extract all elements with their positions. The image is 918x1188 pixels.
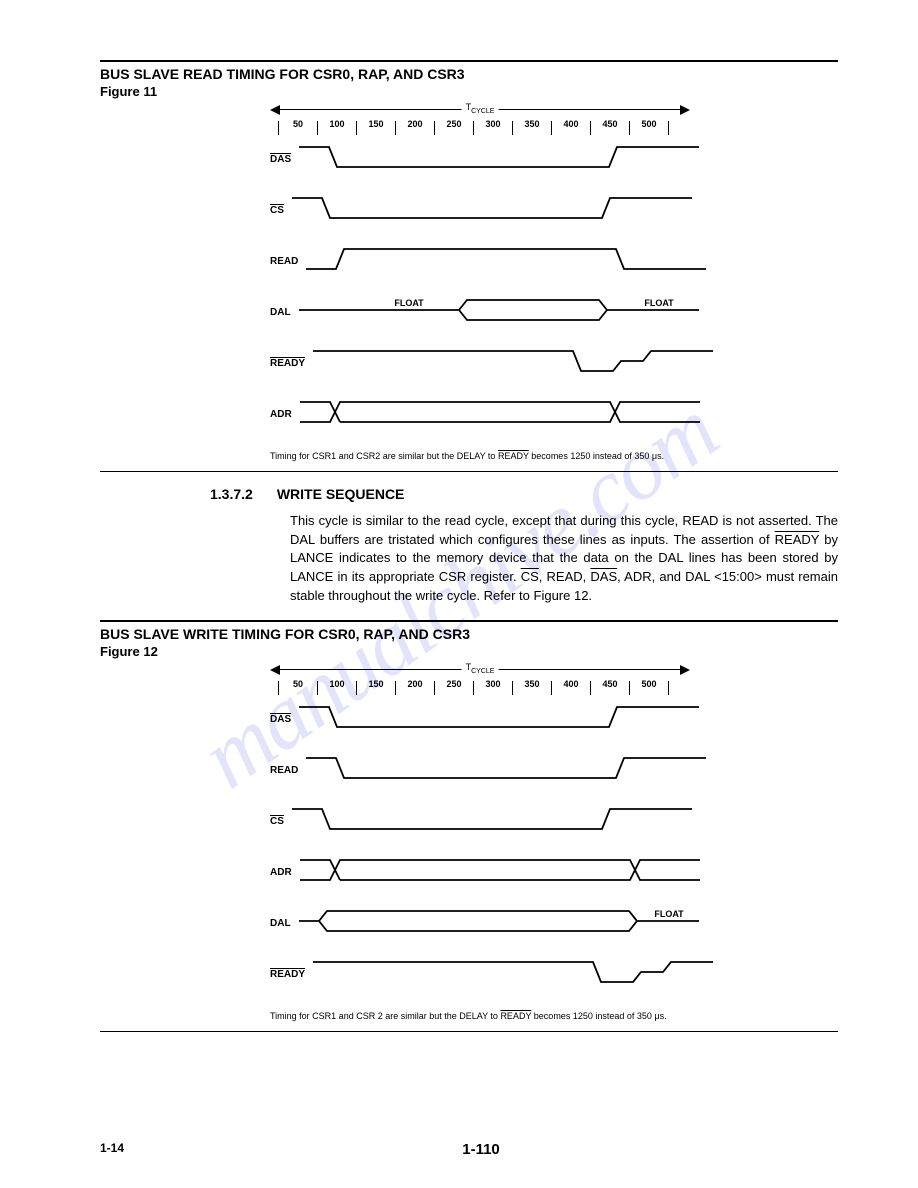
section1-figure: Figure 11	[100, 84, 838, 99]
tick-cell: 450	[590, 121, 629, 135]
signal-label: DAL	[270, 307, 299, 318]
tick-cell: 50	[278, 681, 317, 695]
tick-cell: 400	[551, 681, 590, 695]
signal-label: CS	[270, 816, 292, 827]
tick-cell: 450	[590, 681, 629, 695]
tcycle-row-1: TCYCLE	[270, 105, 690, 115]
signal-waveform: FLOAT FLOAT	[299, 298, 699, 327]
diagram-2: TCYCLE 50100150200250300350400450500 DAS…	[270, 665, 690, 1023]
signal-label: READY	[270, 358, 313, 369]
arrow-right-icon	[680, 665, 690, 675]
subsection-title: WRITE SEQUENCE	[277, 486, 405, 502]
signal-waveform	[292, 196, 692, 225]
signal-waveform	[306, 247, 706, 276]
page: BUS SLAVE READ TIMING FOR CSR0, RAP, AND…	[0, 0, 918, 1072]
signal-waveform	[313, 349, 713, 378]
arrow-left-icon	[270, 105, 280, 115]
tick-cell: 50	[278, 121, 317, 135]
svg-text:FLOAT: FLOAT	[394, 298, 424, 308]
tick-cell: 350	[512, 681, 551, 695]
tick-cell: 250	[434, 121, 473, 135]
tick-cell: 500	[629, 121, 669, 135]
note-2: Timing for CSR1 and CSR 2 are similar bu…	[270, 1011, 690, 1023]
signal-label: ADR	[270, 409, 300, 420]
tcycle-row-2: TCYCLE	[270, 665, 690, 675]
footer-center: 1-110	[462, 1141, 500, 1158]
signal-waveform	[313, 960, 713, 989]
signal-waveform: FLOAT	[299, 909, 699, 938]
signal-row-cs: CS	[270, 807, 690, 836]
tcycle-label: TCYCLE	[462, 102, 499, 115]
signal-row-read: READ	[270, 247, 690, 276]
tick-cell: 350	[512, 121, 551, 135]
footer: 1-14 1-110	[100, 1141, 838, 1158]
signal-row-adr: ADR	[270, 400, 690, 429]
tick-cell: 200	[395, 681, 434, 695]
tick-cell: 300	[473, 681, 512, 695]
body-block: 1.3.7.2 WRITE SEQUENCE This cycle is sim…	[210, 486, 838, 606]
signal-waveform	[306, 756, 706, 785]
signal-waveform	[300, 400, 700, 429]
tick-cell: 250	[434, 681, 473, 695]
section1-title: BUS SLAVE READ TIMING FOR CSR0, RAP, AND…	[100, 66, 838, 82]
footer-left: 1-14	[100, 1141, 124, 1158]
signal-label: DAS	[270, 154, 299, 165]
rule-mid-1	[100, 471, 838, 472]
tick-cell: 150	[356, 121, 395, 135]
tcycle-line: TCYCLE	[280, 109, 680, 111]
tick-cell: 100	[317, 681, 356, 695]
signal-row-dal: DAL FLOAT FLOAT	[270, 298, 690, 327]
signal-waveform	[299, 705, 699, 734]
rule-top-1	[100, 60, 838, 62]
tick-cell: 150	[356, 681, 395, 695]
section2-figure: Figure 12	[100, 644, 838, 659]
body-text: This cycle is similar to the read cycle,…	[290, 512, 838, 606]
diagram-1: TCYCLE 50100150200250300350400450500 DAS…	[270, 105, 690, 463]
tick-cell: 400	[551, 121, 590, 135]
tick-row-2: 50100150200250300350400450500	[270, 681, 690, 695]
tick-row-1: 50100150200250300350400450500	[270, 121, 690, 135]
tick-cell: 300	[473, 121, 512, 135]
signal-row-cs: CS	[270, 196, 690, 225]
arrow-right-icon	[680, 105, 690, 115]
signal-label: CS	[270, 205, 292, 216]
tick-cell: 500	[629, 681, 669, 695]
signals-2: DAS READ CS ADR DAL FLOAT READY	[270, 705, 690, 989]
signal-row-ready: READY	[270, 349, 690, 378]
arrow-left-icon	[270, 665, 280, 675]
signal-row-das: DAS	[270, 705, 690, 734]
signal-row-das: DAS	[270, 145, 690, 174]
signal-label: READ	[270, 765, 306, 776]
signal-waveform	[299, 145, 699, 174]
note-1: Timing for CSR1 and CSR2 are similar but…	[270, 451, 690, 463]
tick-cell: 100	[317, 121, 356, 135]
signal-label: ADR	[270, 867, 300, 878]
subsection-num: 1.3.7.2	[210, 486, 253, 502]
signal-row-ready: READY	[270, 960, 690, 989]
signal-row-dal: DAL FLOAT	[270, 909, 690, 938]
signal-label: READY	[270, 969, 313, 980]
rule-top-2	[100, 620, 838, 622]
tick-cell: 200	[395, 121, 434, 135]
rule-bottom	[100, 1031, 838, 1032]
signal-waveform	[300, 858, 700, 887]
subsection-header: 1.3.7.2 WRITE SEQUENCE	[210, 486, 838, 502]
tcycle-line: TCYCLE	[280, 669, 680, 671]
svg-text:FLOAT: FLOAT	[644, 298, 674, 308]
signal-label: READ	[270, 256, 306, 267]
svg-text:FLOAT: FLOAT	[654, 909, 684, 919]
signal-row-read: READ	[270, 756, 690, 785]
tcycle-label: TCYCLE	[462, 662, 499, 675]
signal-label: DAS	[270, 714, 299, 725]
signal-row-adr: ADR	[270, 858, 690, 887]
signal-waveform	[292, 807, 692, 836]
signal-label: DAL	[270, 918, 299, 929]
section2-title: BUS SLAVE WRITE TIMING FOR CSR0, RAP, AN…	[100, 626, 838, 642]
signals-1: DAS CS READ DAL FLOAT FLOAT READY ADR	[270, 145, 690, 429]
